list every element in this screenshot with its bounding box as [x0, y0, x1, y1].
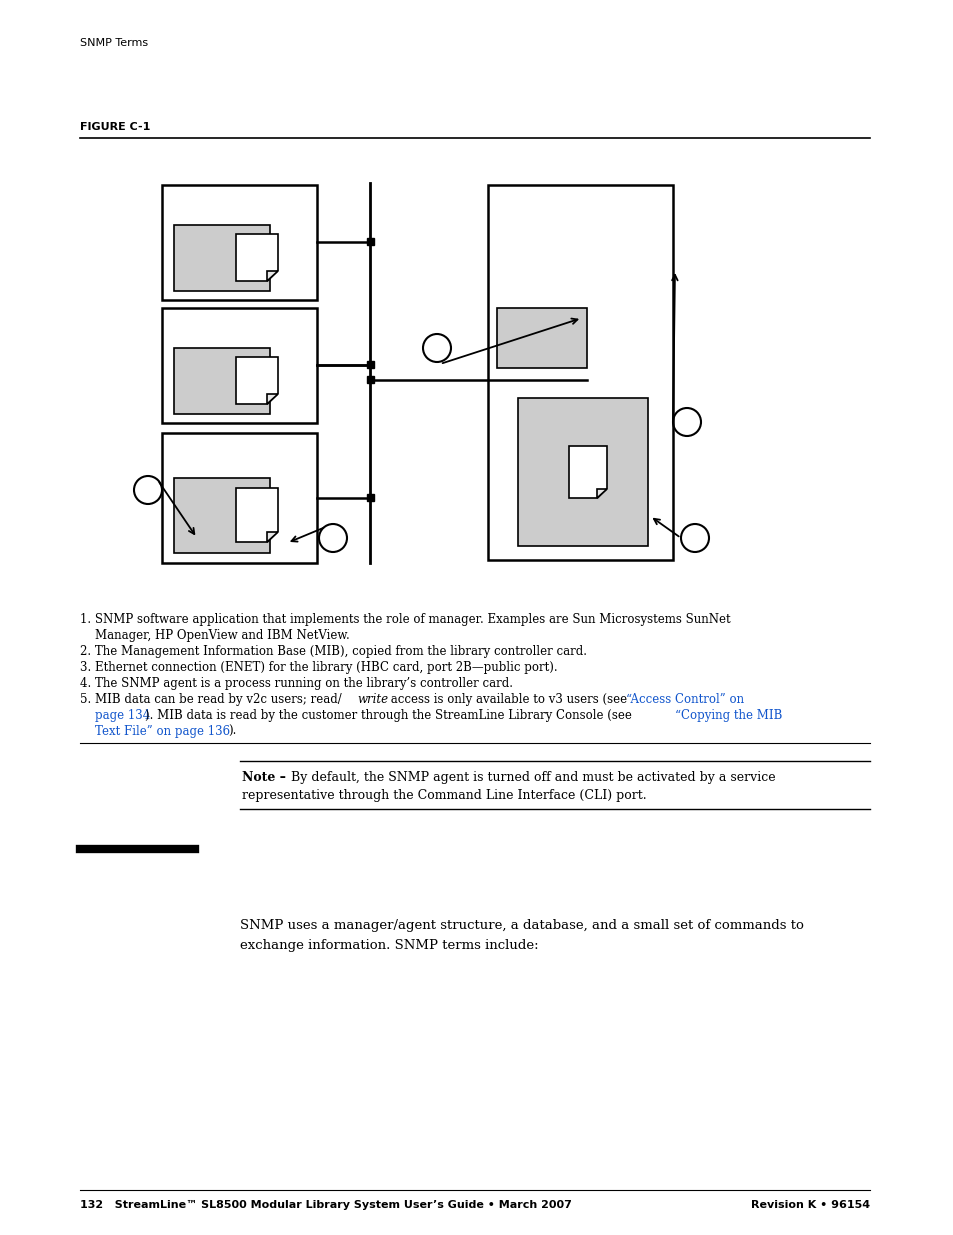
Polygon shape	[267, 394, 277, 404]
Text: Note –: Note –	[242, 771, 286, 784]
Bar	[162, 433, 316, 563]
Polygon shape	[597, 489, 606, 498]
Bar	[367, 375, 374, 383]
Text: “Copying the MIB: “Copying the MIB	[675, 709, 781, 722]
Bar	[162, 308, 316, 424]
Text: exchange information. SNMP terms include:: exchange information. SNMP terms include…	[240, 939, 538, 952]
Text: 1. SNMP software application that implements the role of manager. Examples are S: 1. SNMP software application that implem…	[80, 613, 730, 626]
Text: “Access Control” on: “Access Control” on	[625, 693, 743, 706]
Text: Revision K • 96154: Revision K • 96154	[750, 1200, 869, 1210]
Polygon shape	[568, 446, 606, 498]
Text: 132   StreamLine™ SL8500 Modular Library System User’s Guide • March 2007: 132 StreamLine™ SL8500 Modular Library S…	[80, 1200, 571, 1210]
Text: Text File” on page 136: Text File” on page 136	[95, 725, 230, 739]
Bar	[367, 238, 374, 245]
Text: page 134: page 134	[95, 709, 150, 722]
Bar	[173, 348, 270, 414]
Text: 4. The SNMP agent is a process running on the library’s controller card.: 4. The SNMP agent is a process running o…	[80, 677, 513, 690]
Text: representative through the Command Line Interface (CLI) port.: representative through the Command Line …	[242, 789, 646, 802]
Text: access is only available to v3 users (see: access is only available to v3 users (se…	[387, 693, 630, 706]
Bar	[367, 361, 374, 368]
Text: Manager, HP OpenView and IBM NetView.: Manager, HP OpenView and IBM NetView.	[95, 629, 350, 642]
Text: 2. The Management Information Base (MIB), copied from the library controller car: 2. The Management Information Base (MIB)…	[80, 645, 586, 658]
Text: FIGURE C-1: FIGURE C-1	[80, 122, 151, 132]
Text: SNMP uses a manager/agent structure, a database, and a small set of commands to: SNMP uses a manager/agent structure, a d…	[240, 919, 803, 932]
Bar	[497, 308, 586, 368]
Bar	[162, 185, 316, 300]
Bar	[173, 478, 270, 553]
Bar	[488, 185, 672, 559]
Bar	[517, 398, 647, 546]
Text: write: write	[356, 693, 388, 706]
Text: By default, the SNMP agent is turned off and must be activated by a service: By default, the SNMP agent is turned off…	[287, 771, 775, 784]
Bar	[367, 494, 374, 501]
Text: ).: ).	[228, 725, 236, 739]
Text: SNMP Terms: SNMP Terms	[80, 38, 148, 48]
Polygon shape	[235, 233, 277, 282]
Polygon shape	[235, 488, 277, 542]
Polygon shape	[267, 531, 277, 542]
Polygon shape	[267, 270, 277, 282]
Text: 5. MIB data can be read by v2c users; read/: 5. MIB data can be read by v2c users; re…	[80, 693, 341, 706]
Text: 3. Ethernet connection (ENET) for the library (HBC card, port 2B—public port).: 3. Ethernet connection (ENET) for the li…	[80, 661, 558, 674]
Polygon shape	[235, 357, 277, 404]
Bar	[173, 225, 270, 291]
Text: ). MIB data is read by the customer through the StreamLine Library Console (see: ). MIB data is read by the customer thro…	[145, 709, 635, 722]
